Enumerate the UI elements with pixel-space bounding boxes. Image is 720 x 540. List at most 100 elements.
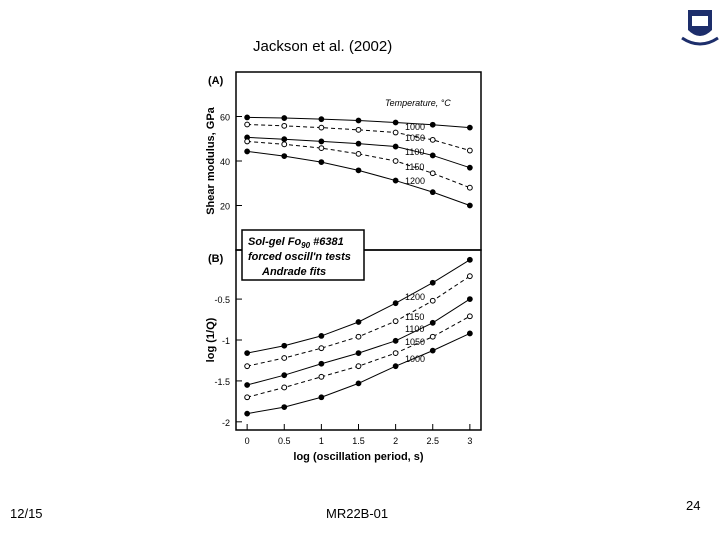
data-point [429,136,436,143]
x-tick-label: 2.5 [426,436,439,446]
data-point [318,138,325,145]
data-point [318,159,325,166]
data-point [392,129,399,136]
data-point [392,350,399,356]
data-point [355,363,362,370]
data-point [466,202,473,209]
data-point [355,150,362,157]
data-point [466,164,473,171]
data-point [355,350,362,356]
annotation-line: Sol-gel Fo90 #6381 [248,236,344,250]
data-point [392,363,399,370]
data-point [244,394,251,401]
page-number: 24 [686,498,701,513]
legend-title: Temperature, °C [385,98,451,108]
x-tick-label: 1 [319,436,324,446]
y-tick-label: 20 [220,202,230,212]
data-point [281,115,288,121]
data-point [355,117,362,124]
data-point [355,380,362,387]
x-axis-label: log (oscillation period, s) [293,451,424,463]
footer: MR22B-01 [326,506,389,521]
logo [681,10,719,46]
y-axis-label: log (1/Q) [205,317,217,362]
data-point [244,138,251,145]
data-point [318,345,325,352]
data-point [244,114,251,121]
data-point [355,319,362,325]
panel-label: (A) [208,75,224,87]
legend-entry: 1050 [405,133,425,143]
data-point [392,300,399,307]
data-point [318,394,325,401]
panel-label: (B) [208,253,224,265]
data-point [244,148,251,155]
data-point [429,152,436,159]
data-point [429,319,436,326]
data-point [392,337,399,344]
y-tick-label: -2 [222,418,230,428]
data-point [466,330,473,337]
data-point [318,124,325,131]
y-tick-label: -1.5 [214,377,230,387]
data-point [318,333,325,339]
annotation-box [241,229,365,281]
legend-entry: 1150 [405,162,424,172]
data-point [355,167,362,174]
data-point [244,410,251,417]
data-point [429,121,436,128]
data-point [429,333,436,340]
legend-entry: 1100 [405,324,424,334]
annotation-line: forced oscill'n tests [248,251,351,263]
x-tick-label: 2 [393,436,398,446]
data-point [318,360,325,367]
annotation-subscript: 90 [301,241,310,250]
fit-line [247,140,471,189]
data-point [429,297,436,304]
data-point [429,170,436,177]
data-point [281,122,288,129]
y-tick-label: -1 [222,336,230,346]
data-point [244,350,251,356]
data-point [429,347,436,354]
fit-line [247,298,471,386]
data-point [392,318,399,325]
legend-entry: 1200 [405,176,425,186]
data-point [244,121,251,128]
data-point [429,279,436,286]
legend-entry: 1050 [405,337,425,347]
data-point [281,141,288,148]
data-point [392,177,399,184]
slide-title: Jackson et al. (2002) [253,38,393,55]
data-point [281,404,288,410]
data-point [429,189,436,196]
data-point [466,256,473,263]
data-point [281,136,288,143]
data-point [355,140,362,147]
data-point [466,296,473,302]
data-point [392,158,399,164]
fit-line [247,150,471,206]
data-point [466,124,473,131]
data-point [281,342,288,349]
data-point [355,333,362,340]
legend-entry: 1150 [405,312,424,322]
data-point [355,126,362,133]
y-tick-label: 40 [220,157,230,167]
legend-entry: 1100 [405,147,424,157]
data-point [281,384,288,391]
data-point [244,382,251,388]
data-point [281,355,288,361]
x-tick-label: 3 [467,436,472,446]
data-point [466,147,473,154]
date: 12/15 [10,506,43,521]
legend-entry: 1000 [405,122,425,132]
data-point [244,363,251,370]
data-point [281,372,288,379]
data-point [466,313,473,320]
data-point [466,273,473,280]
annotation-line: Andrade fits [261,266,326,278]
data-point [466,184,473,191]
data-point [318,116,325,123]
